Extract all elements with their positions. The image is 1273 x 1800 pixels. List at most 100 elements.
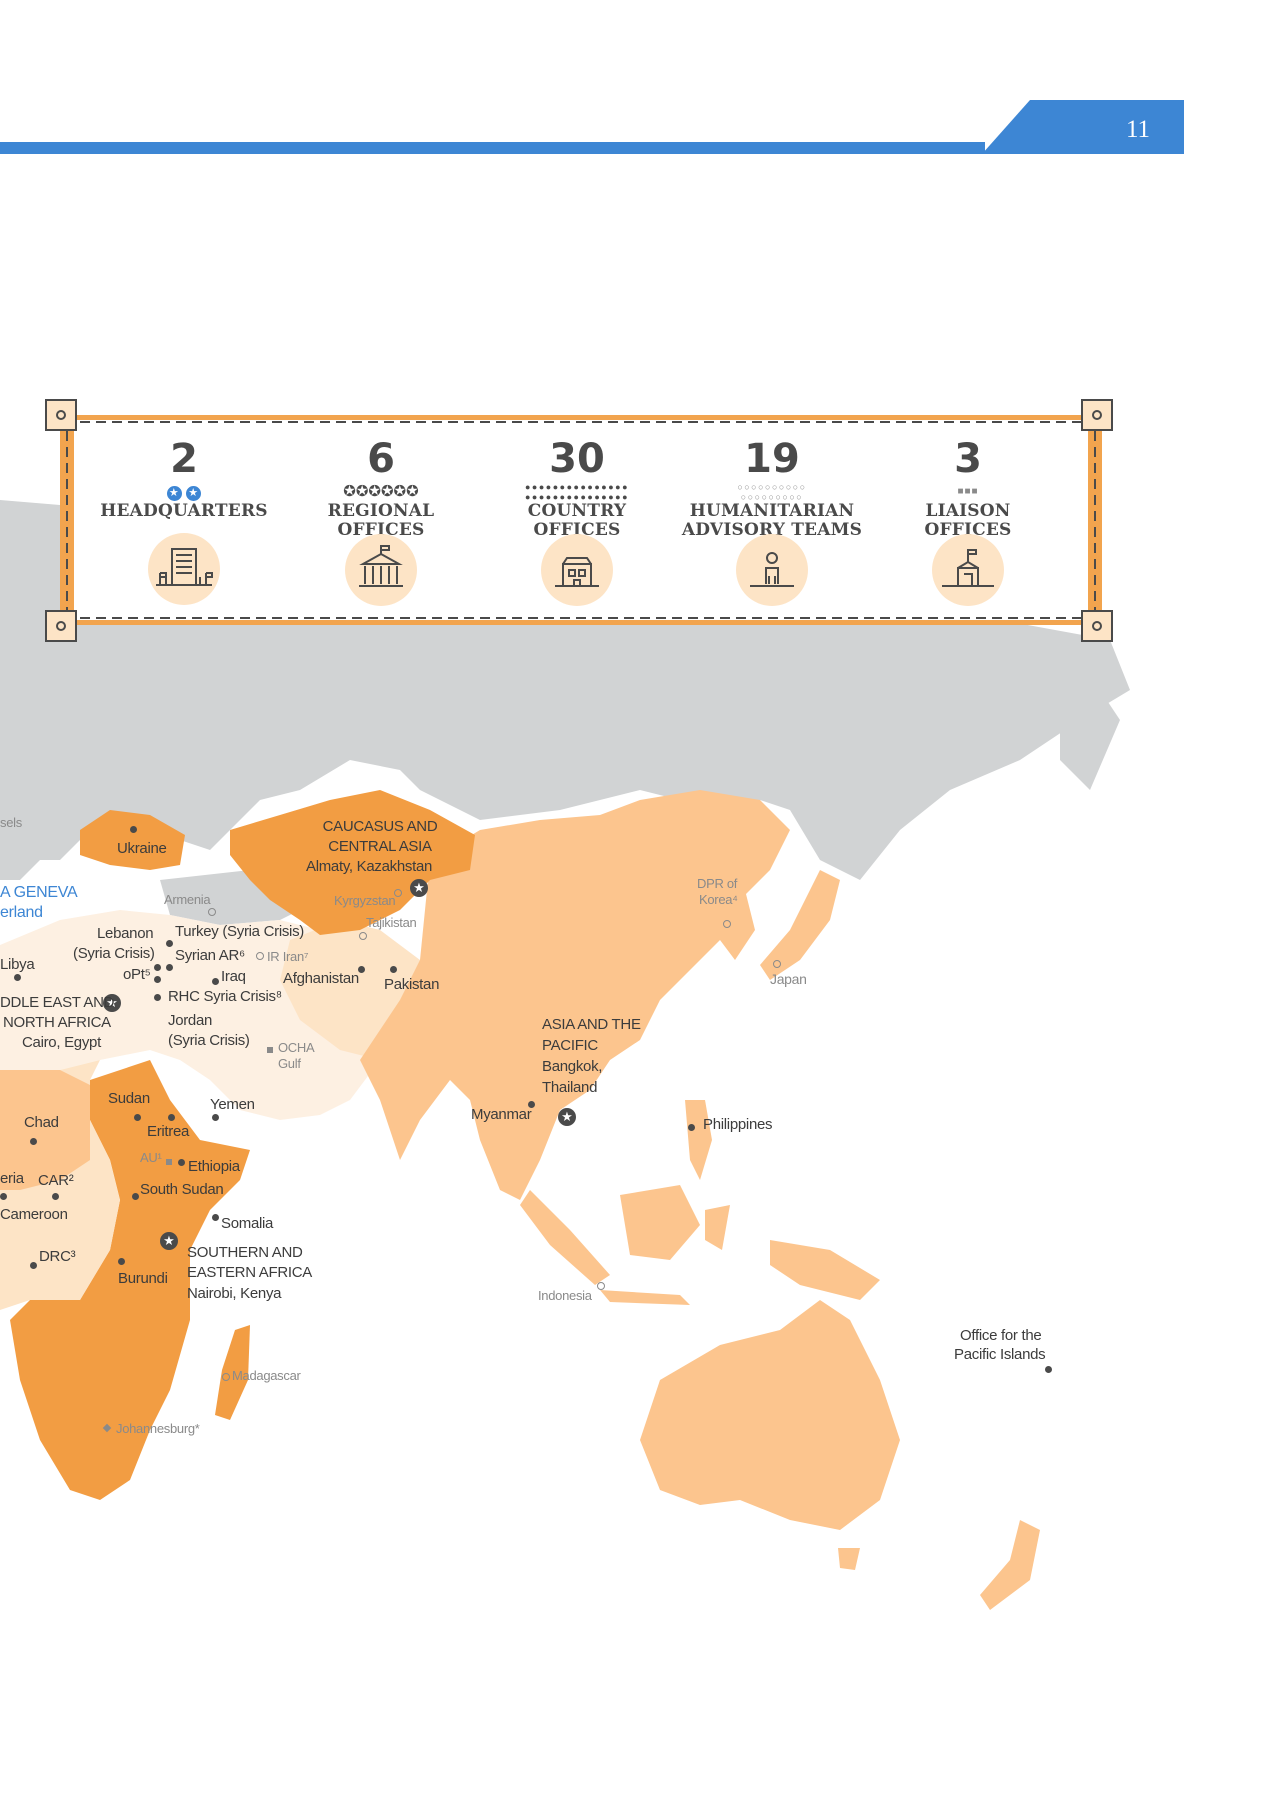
label-car: CAR² <box>38 1172 74 1189</box>
regional-offices-markers: ✪✪✪✪✪✪ <box>343 483 419 500</box>
car-marker <box>52 1193 59 1200</box>
label-indonesia: Indonesia <box>538 1288 592 1303</box>
land-grey-north <box>0 500 1130 880</box>
hat-markers: ○○○○○○○○○○ ○○○○○○○○○ <box>737 482 807 502</box>
legend-country-offices: 30 ●●●●●●●●●●●●●●● ●●●●●●●●●●●●●●● COUNTR… <box>482 436 672 606</box>
eritrea-marker <box>168 1114 175 1121</box>
iran-marker <box>256 952 264 960</box>
lebanon-marker <box>154 964 161 971</box>
region-mid-newguinea <box>770 1240 880 1300</box>
region-dark-central-asia <box>230 790 475 935</box>
kyrgyzstan-marker <box>394 889 402 897</box>
indonesia-marker <box>597 1282 605 1290</box>
label-ukraine: Ukraine <box>117 840 167 857</box>
label-au: AU¹ <box>140 1150 162 1165</box>
region-mid-newzealand <box>980 1520 1040 1610</box>
ap-regional-star-icon: ★ <box>558 1108 576 1126</box>
label-yemen: Yemen <box>210 1096 255 1113</box>
sudan-marker <box>134 1114 141 1121</box>
turkey-marker <box>166 940 173 947</box>
region-mid-asia <box>360 790 790 1200</box>
legend-liaison-offices: 3 ■■■ LIAISON OFFICES <box>873 436 1063 606</box>
region-dark-madagascar <box>215 1325 250 1420</box>
headquarters-building-icon <box>148 533 220 605</box>
au-marker <box>166 1159 172 1165</box>
page-number-tab <box>982 100 1184 154</box>
label-dprk-2: Korea⁴ <box>699 892 738 907</box>
label-afghanistan: Afghanistan <box>283 970 359 987</box>
libya-marker <box>14 974 21 981</box>
label-ocha-gulf-2: Gulf <box>278 1056 301 1071</box>
country-offices-count: 30 <box>549 436 605 482</box>
label-lebanon-2: (Syria Crisis) <box>73 945 155 962</box>
label-nigeria: eria <box>0 1170 24 1187</box>
label-myanmar: Myanmar <box>471 1106 532 1123</box>
liaison-offices-markers: ■■■ <box>957 486 979 497</box>
regional-offices-count: 6 <box>367 436 395 482</box>
drc-marker <box>30 1262 37 1269</box>
label-drc: DRC³ <box>39 1248 76 1265</box>
label-ap-2: PACIFIC <box>542 1037 598 1054</box>
label-mena-1: DDLE EAST AND <box>0 994 115 1011</box>
label-burundi: Burundi <box>118 1270 168 1287</box>
label-sea-2: EASTERN AFRICA <box>187 1264 312 1281</box>
label-pakistan: Pakistan <box>384 976 440 993</box>
dprk-marker <box>723 920 731 928</box>
label-mena-2: NORTH AFRICA <box>3 1014 111 1031</box>
country-offices-markers: ●●●●●●●●●●●●●●● ●●●●●●●●●●●●●●● <box>524 482 630 502</box>
legend-headquarters: 2 ★ ★ HEADQUARTERS <box>89 436 279 605</box>
burundi-marker <box>118 1258 125 1265</box>
japan-marker <box>773 960 781 968</box>
liaison-offices-label-2: OFFICES <box>924 520 1012 540</box>
label-jordan-2: (Syria Crisis) <box>168 1032 250 1049</box>
label-sudan: Sudan <box>108 1090 150 1107</box>
region-mid-korea <box>720 890 755 960</box>
label-geneva-2: erland <box>0 904 43 921</box>
regional-offices-label-1: REGIONAL <box>327 501 435 521</box>
label-south-sudan: South Sudan <box>140 1181 224 1198</box>
nigeria-marker <box>0 1193 7 1200</box>
region-mid-west-africa <box>0 1070 90 1190</box>
afghanistan-marker <box>358 966 365 973</box>
label-mena-3: Cairo, Egypt <box>22 1034 101 1051</box>
region-mid-tasmania <box>838 1548 860 1570</box>
label-sea-3: Nairobi, Kenya <box>187 1285 282 1302</box>
label-iraq: Iraq <box>221 968 246 985</box>
armenia-marker <box>208 908 216 916</box>
rhc-marker <box>154 994 161 1001</box>
region-dark-africa <box>10 1060 250 1500</box>
label-philippines: Philippines <box>703 1116 773 1133</box>
region-mid-sulawesi <box>705 1205 730 1250</box>
label-tajikistan: Tajikistan <box>366 915 417 930</box>
yemen-marker <box>212 1114 219 1121</box>
hat-count: 19 <box>744 436 800 482</box>
label-syria: Syrian AR⁶ <box>175 947 245 964</box>
caucasus-regional-star-icon: ★ <box>410 879 428 897</box>
country-offices-label-2: OFFICES <box>533 520 621 540</box>
label-caucasus-1: CAUCASUS AND <box>322 818 438 835</box>
label-ap-4: Thailand <box>542 1079 598 1096</box>
label-sea-1: SOUTHERN AND <box>187 1244 303 1261</box>
label-lebanon-1: Lebanon <box>97 925 154 942</box>
liaison-offices-label-1: LIAISON <box>925 501 1011 521</box>
headquarters-count: 2 <box>170 436 198 482</box>
pakistan-marker <box>390 966 397 973</box>
hat-label-2: ADVISORY TEAMS <box>681 520 863 540</box>
regional-office-building-icon <box>345 534 417 606</box>
region-dark-ukraine <box>80 810 185 870</box>
label-cameroon: Cameroon <box>0 1206 68 1223</box>
tajikistan-marker <box>359 932 367 940</box>
land-grey-scandinavia <box>20 640 110 760</box>
region-mid-sumatra <box>520 1190 610 1285</box>
syria-marker <box>166 964 173 971</box>
label-somalia: Somalia <box>221 1215 274 1232</box>
label-turkey: Turkey (Syria Crisis) <box>175 923 304 940</box>
blue-star-icon: ★ <box>186 486 202 501</box>
pacific-islands-marker <box>1045 1366 1052 1373</box>
legend-regional-offices: 6 ✪✪✪✪✪✪ REGIONAL OFFICES <box>286 436 476 606</box>
label-ethiopia: Ethiopia <box>188 1158 240 1175</box>
regional-offices-label-2: OFFICES <box>337 520 425 540</box>
region-mid-australia <box>640 1300 900 1530</box>
label-brussels: sels <box>0 815 22 830</box>
legend-humanitarian-advisory-teams: 19 ○○○○○○○○○○ ○○○○○○○○○ HUMANITARIAN ADVI… <box>677 436 867 606</box>
